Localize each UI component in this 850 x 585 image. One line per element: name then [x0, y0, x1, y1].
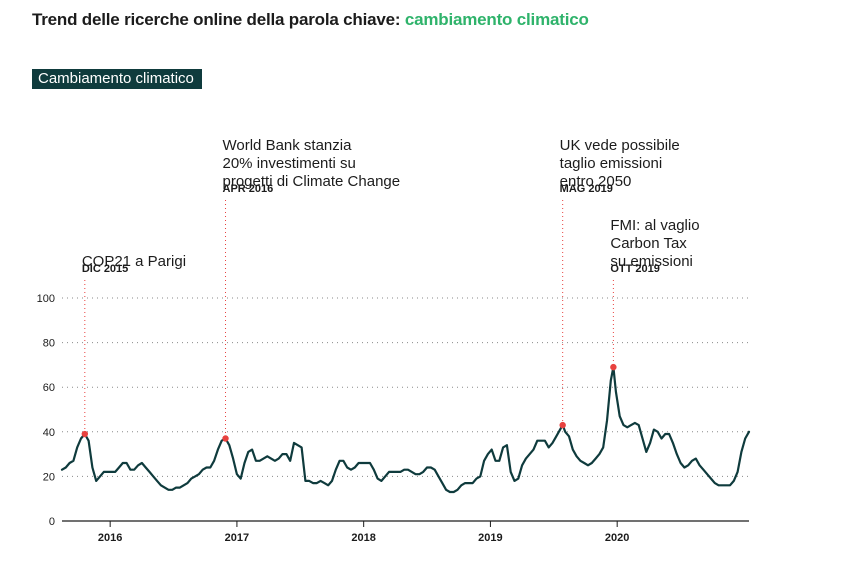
x-tick-label: 2016	[98, 532, 122, 544]
y-tick-label: 80	[43, 338, 55, 350]
x-tick-label: 2020	[605, 532, 629, 544]
annotation-text: entro 2050	[560, 173, 632, 190]
axes: 0 20 40 60 80 100 2016 2017 2018 2019 2020	[37, 293, 749, 544]
title-keyword: cambiamento climatico	[404, 10, 589, 29]
annotation-marker	[81, 430, 89, 438]
annotation-marker	[222, 435, 229, 442]
annotation-text: Carbon Tax	[610, 235, 687, 252]
y-tick-label: 0	[49, 516, 55, 528]
annotation-date: MAG 2019	[560, 183, 613, 195]
y-tick-label: 20	[43, 471, 55, 483]
x-tick-label: 2018	[351, 532, 375, 544]
series-line-0	[60, 366, 751, 494]
annotation-leaders	[84, 200, 614, 435]
annotation-text: FMI: al vaglio	[610, 217, 699, 234]
annotation-text: 20% investimenti su	[223, 155, 356, 172]
y-tick-label: 60	[43, 382, 55, 394]
annotation-text: UK vede possibile	[560, 137, 680, 154]
chart-title: Trend delle ricerche online della parola…	[32, 10, 589, 30]
x-tick-label: 2019	[478, 532, 502, 544]
annotation-marker	[610, 363, 617, 371]
series-layer	[60, 366, 751, 494]
annotation-date: OTT 2019	[610, 263, 660, 275]
x-tick-label: 2017	[225, 532, 249, 544]
annotation-date: APR 2016	[223, 183, 274, 195]
y-tick-label: 40	[43, 427, 55, 439]
y-tick-label: 100	[37, 293, 55, 305]
annotation-text: progetti di Climate Change	[223, 173, 401, 190]
title-prefix: Trend delle ricerche online della parola…	[32, 10, 401, 29]
annotation-marker	[559, 421, 566, 429]
annotation-text: World Bank stanzia	[223, 137, 353, 154]
annotation-date: DIC 2015	[82, 263, 128, 275]
annotation-text: taglio emissioni	[560, 155, 663, 172]
legend-series-label: Cambiamento climatico	[32, 69, 202, 89]
annotation-text: su emissioni	[610, 253, 693, 270]
annotation-text: COP21 a Parigi	[82, 253, 186, 270]
